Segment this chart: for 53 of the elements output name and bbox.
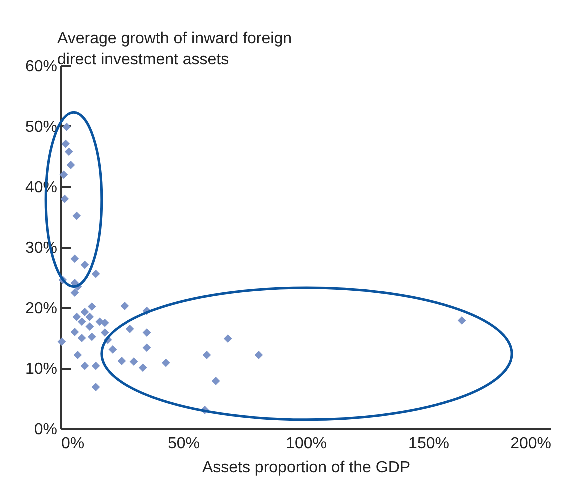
point (64, 148, 74, 156)
x-tick-label: 0% (62, 436, 85, 452)
x-tick-label: 200% (510, 436, 552, 452)
point (92, 270, 100, 278)
x-tick-label: 150% (408, 436, 450, 452)
point (142, 328, 152, 337)
point (142, 344, 152, 352)
x-tick-label: 100% (286, 436, 327, 452)
point (74, 351, 82, 360)
point (130, 358, 138, 366)
y-tick-label: 20% (25, 300, 58, 318)
x-axis-title: Assets proportion of the GDP (202, 460, 411, 476)
point (62, 140, 70, 148)
point (80, 260, 90, 270)
point (86, 322, 94, 331)
point (70, 254, 80, 264)
point (162, 358, 170, 368)
y-tick-label: 60% (25, 58, 58, 76)
point (100, 328, 110, 337)
y-tick-label: 0% (34, 422, 58, 438)
point (96, 318, 104, 326)
point (70, 328, 80, 336)
point (120, 302, 130, 310)
point (78, 334, 86, 342)
point (86, 312, 94, 322)
point (92, 383, 100, 392)
point (66, 161, 76, 170)
point (212, 377, 220, 386)
point (60, 170, 68, 180)
y-tick-label: 10% (25, 361, 58, 378)
point (254, 351, 264, 360)
x-tick-label: 50% (168, 436, 200, 452)
point (88, 302, 96, 311)
point (60, 194, 70, 204)
point (202, 351, 212, 360)
point (80, 308, 90, 316)
point (108, 346, 118, 354)
point (70, 288, 80, 298)
point (92, 362, 100, 370)
point (224, 334, 232, 344)
point (62, 122, 72, 132)
y-tick-label: 50% (25, 119, 58, 136)
y-axis-title: Average growth of inward foreign direct investment assets (58, 30, 292, 68)
point (78, 318, 86, 326)
point (138, 364, 148, 372)
point (118, 357, 126, 366)
point (126, 324, 134, 334)
point (458, 316, 466, 325)
point (80, 362, 90, 370)
point (72, 312, 82, 322)
point (58, 338, 66, 346)
point (88, 332, 96, 342)
point (72, 212, 82, 220)
